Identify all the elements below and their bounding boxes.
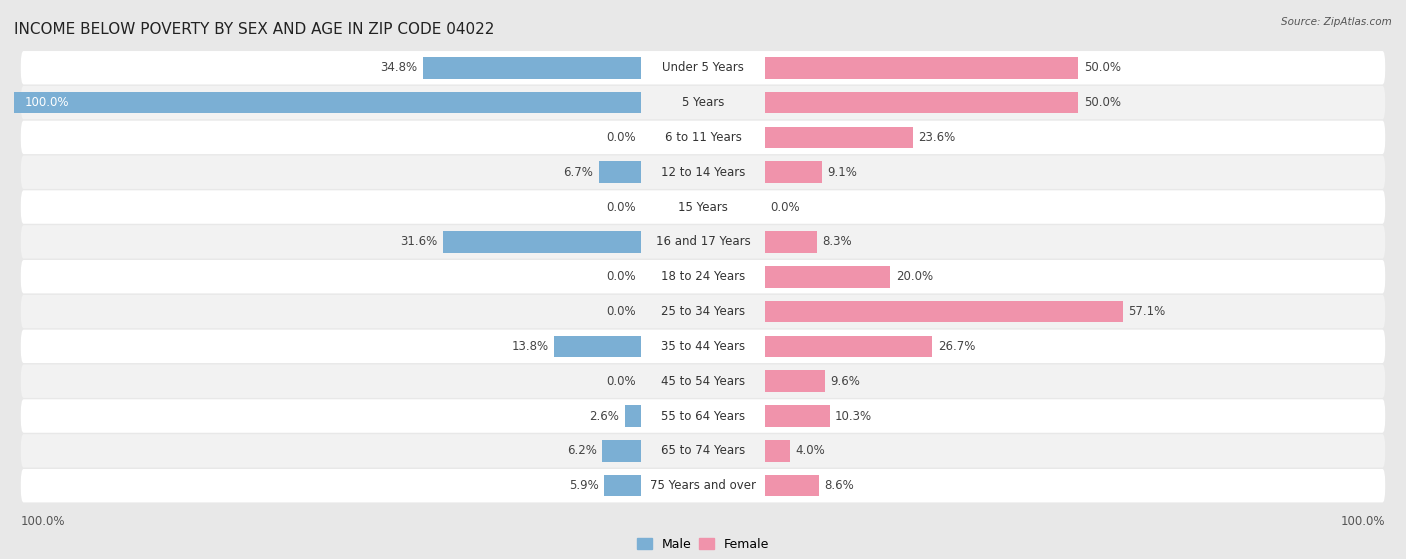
Bar — [605, 475, 641, 496]
Text: Under 5 Years: Under 5 Years — [662, 61, 744, 74]
Bar — [765, 162, 823, 183]
Bar — [765, 440, 790, 462]
Text: 8.6%: 8.6% — [824, 479, 855, 492]
FancyBboxPatch shape — [21, 295, 1385, 328]
Text: 23.6%: 23.6% — [918, 131, 956, 144]
Text: 0.0%: 0.0% — [606, 201, 636, 214]
Text: 35 to 44 Years: 35 to 44 Years — [661, 340, 745, 353]
Text: INCOME BELOW POVERTY BY SEX AND AGE IN ZIP CODE 04022: INCOME BELOW POVERTY BY SEX AND AGE IN Z… — [14, 22, 495, 37]
Text: 0.0%: 0.0% — [606, 131, 636, 144]
FancyBboxPatch shape — [21, 399, 1385, 433]
Text: 0.0%: 0.0% — [606, 270, 636, 283]
Text: 6 to 11 Years: 6 to 11 Years — [665, 131, 741, 144]
Bar — [765, 335, 932, 357]
Bar — [599, 162, 641, 183]
Text: 13.8%: 13.8% — [512, 340, 548, 353]
Text: 100.0%: 100.0% — [21, 515, 66, 528]
Bar — [423, 57, 641, 78]
Text: 8.3%: 8.3% — [823, 235, 852, 248]
Text: 6.7%: 6.7% — [564, 165, 593, 179]
Text: 55 to 64 Years: 55 to 64 Years — [661, 410, 745, 423]
Bar — [765, 301, 1123, 323]
Text: 0.0%: 0.0% — [770, 201, 800, 214]
Text: 75 Years and over: 75 Years and over — [650, 479, 756, 492]
Text: 9.1%: 9.1% — [828, 165, 858, 179]
Text: 6.2%: 6.2% — [567, 444, 596, 457]
Text: 100.0%: 100.0% — [1340, 515, 1385, 528]
Text: 4.0%: 4.0% — [796, 444, 825, 457]
Text: 5.9%: 5.9% — [569, 479, 599, 492]
FancyBboxPatch shape — [21, 434, 1385, 467]
FancyBboxPatch shape — [21, 51, 1385, 84]
Text: 18 to 24 Years: 18 to 24 Years — [661, 270, 745, 283]
Bar — [602, 440, 641, 462]
Text: 57.1%: 57.1% — [1129, 305, 1166, 318]
Text: 45 to 54 Years: 45 to 54 Years — [661, 375, 745, 388]
Text: 26.7%: 26.7% — [938, 340, 976, 353]
FancyBboxPatch shape — [21, 121, 1385, 154]
Bar — [765, 475, 818, 496]
Text: 0.0%: 0.0% — [606, 375, 636, 388]
FancyBboxPatch shape — [21, 86, 1385, 119]
Bar — [765, 371, 825, 392]
Bar — [765, 231, 817, 253]
Text: 50.0%: 50.0% — [1084, 61, 1121, 74]
Text: 2.6%: 2.6% — [589, 410, 619, 423]
FancyBboxPatch shape — [21, 225, 1385, 259]
Text: 25 to 34 Years: 25 to 34 Years — [661, 305, 745, 318]
FancyBboxPatch shape — [21, 469, 1385, 503]
FancyBboxPatch shape — [21, 190, 1385, 224]
Text: 20.0%: 20.0% — [896, 270, 934, 283]
Bar — [765, 405, 830, 427]
Legend: Male, Female: Male, Female — [631, 533, 775, 556]
Text: 12 to 14 Years: 12 to 14 Years — [661, 165, 745, 179]
Bar — [554, 335, 641, 357]
Text: 10.3%: 10.3% — [835, 410, 872, 423]
Text: 34.8%: 34.8% — [380, 61, 418, 74]
Bar — [624, 405, 641, 427]
FancyBboxPatch shape — [21, 364, 1385, 398]
Bar — [765, 266, 890, 287]
Text: 9.6%: 9.6% — [831, 375, 860, 388]
Text: 16 and 17 Years: 16 and 17 Years — [655, 235, 751, 248]
FancyBboxPatch shape — [21, 330, 1385, 363]
Bar — [765, 57, 1078, 78]
FancyBboxPatch shape — [21, 155, 1385, 189]
Bar — [765, 92, 1078, 113]
Text: 15 Years: 15 Years — [678, 201, 728, 214]
FancyBboxPatch shape — [21, 260, 1385, 293]
Text: 31.6%: 31.6% — [401, 235, 437, 248]
Bar — [765, 126, 912, 148]
Bar — [14, 92, 641, 113]
Bar — [443, 231, 641, 253]
Text: 100.0%: 100.0% — [24, 96, 69, 109]
Text: Source: ZipAtlas.com: Source: ZipAtlas.com — [1281, 17, 1392, 27]
Text: 65 to 74 Years: 65 to 74 Years — [661, 444, 745, 457]
Text: 0.0%: 0.0% — [606, 305, 636, 318]
Text: 5 Years: 5 Years — [682, 96, 724, 109]
Text: 50.0%: 50.0% — [1084, 96, 1121, 109]
